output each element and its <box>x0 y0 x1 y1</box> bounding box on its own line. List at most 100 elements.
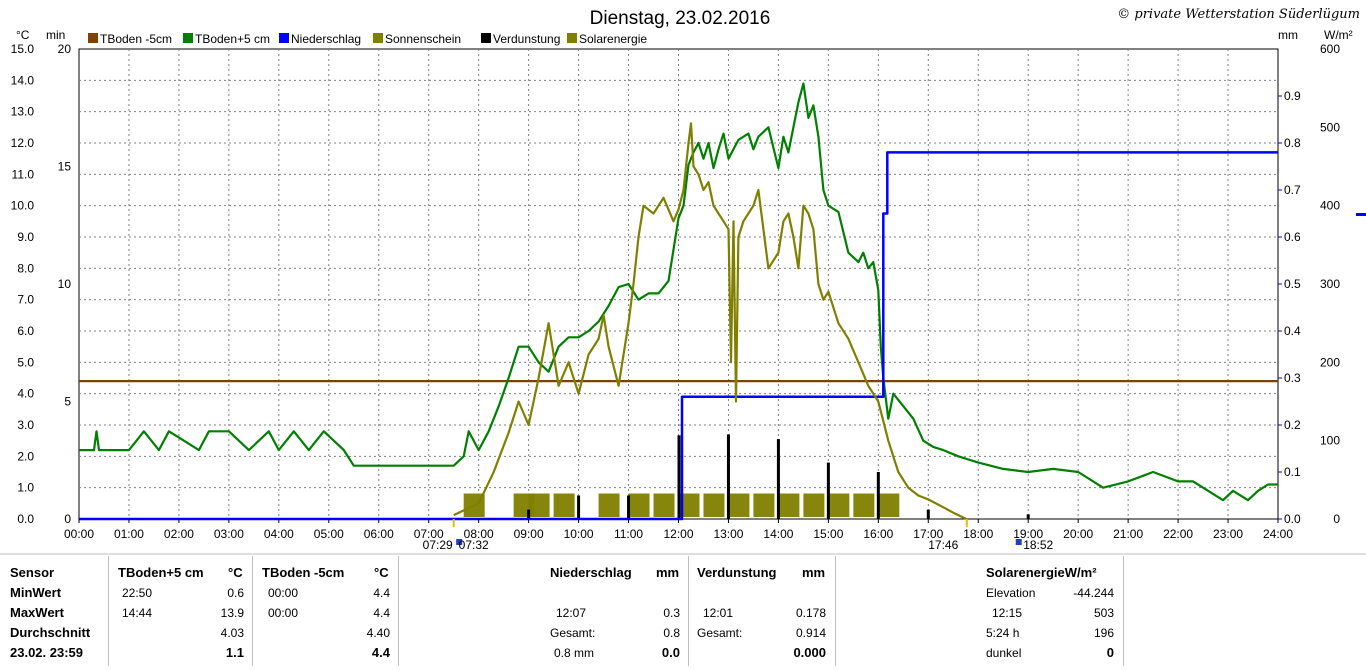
sunshine-bar-6 <box>653 493 675 517</box>
y-temp-tick-15: 15.0 <box>11 42 35 56</box>
weather-chart: 00:00 01:00 02:00 03:00 04:00 05:00 06:00 07:00… <box>0 7 1366 555</box>
evaporation-bar-0 <box>527 509 531 519</box>
sunshine-bar-13 <box>828 493 850 517</box>
y-w-tick-4: 400 <box>1320 199 1340 213</box>
sunshine-bar-14 <box>853 493 875 517</box>
x-tick-label-6: 06:00 <box>364 527 394 541</box>
stats-solar-head: SolarenergieW/m² <box>986 565 1097 580</box>
y-temp-tick-11: 11.0 <box>12 167 35 181</box>
legend-swatch-4 <box>481 33 491 43</box>
stats-verd-unit: mm <box>802 565 826 580</box>
stats-solar-current-value: 0 <box>1106 645 1114 660</box>
y-min-tick-0: 0 <box>64 512 71 526</box>
stats-tbm5-avg-value: 4.40 <box>366 626 390 640</box>
legend-label-4: Verdunstung <box>493 32 560 46</box>
stats-nied-current-value: 0.0 <box>661 645 680 660</box>
evaporation-bar-8 <box>926 509 930 519</box>
x-tick-label-19: 19:00 <box>1013 527 1043 541</box>
legend-swatch-0 <box>88 33 98 43</box>
x-tick-label-23: 23:00 <box>1213 527 1243 541</box>
stats-solar-max-time: 12:15 <box>992 606 1023 620</box>
y-w-tick-1: 100 <box>1320 434 1340 448</box>
stats-solar-duration: 5:24 h <box>986 626 1020 640</box>
y-temp-tick-12: 12.0 <box>11 136 35 150</box>
station-credit: © private Wetterstation Süderlügum <box>1117 7 1360 22</box>
sunshine-bar-7 <box>678 493 700 517</box>
evaporation-bar-3 <box>677 435 681 519</box>
unit-min-label: min <box>46 28 65 42</box>
x-tick-label-17: 17:00 <box>913 527 943 541</box>
stats-nied-head: Niederschlag <box>550 565 632 580</box>
y-mm-tick-5: 0.5 <box>1284 277 1301 291</box>
stats-solar-dark-label: dunkel <box>986 646 1022 660</box>
sunrise-icon <box>456 539 463 545</box>
y-mm-tick-4: 0.4 <box>1284 324 1301 338</box>
stats-tb5-unit: °C <box>228 565 243 580</box>
stats-tb5-max-time: 14:44 <box>122 606 153 620</box>
y-mm-tick-7: 0.7 <box>1284 183 1301 197</box>
legend-label-1: TBoden+5 cm <box>195 32 270 46</box>
x-tick-label-24: 24:00 <box>1263 527 1293 541</box>
legend-swatch-2 <box>279 33 289 43</box>
stats-verd-head: Verdunstung <box>697 565 777 580</box>
x-tick-label-10: 10:00 <box>564 527 594 541</box>
stats-tbm5-min-value: 4.4 <box>373 586 390 600</box>
y-mm-tick-8: 0.8 <box>1284 136 1301 150</box>
y-temp-tick-14: 14.0 <box>11 73 35 87</box>
x-tick-label-16: 16:00 <box>863 527 893 541</box>
stats-tbm5-unit: °C <box>374 565 389 580</box>
y-w-tick-5: 500 <box>1320 120 1340 134</box>
y-mm-tick-9: 0.9 <box>1284 89 1301 103</box>
chart-labels: 00:00 01:00 02:00 03:00 04:00 05:00 06:00 07:00… <box>11 7 1360 552</box>
stats-tbm5-head: TBoden -5cm <box>262 565 345 580</box>
stats-sensor-label: Sensor <box>10 565 55 580</box>
x-tick-label-12: 12:00 <box>663 527 693 541</box>
sunrise-time-a: 07:29 <box>423 538 453 552</box>
y-min-tick-4: 20 <box>58 42 72 56</box>
x-tick-label-18: 18:00 <box>963 527 993 541</box>
legend-swatch-3 <box>373 33 383 43</box>
y-mm-tick-3: 0.3 <box>1284 371 1301 385</box>
stats-verd-total-value: 0.914 <box>795 626 826 640</box>
legend-label-5: Solarenergie <box>579 32 647 46</box>
evaporation-bar-7 <box>876 472 880 519</box>
y-temp-tick-8: 8.0 <box>17 261 34 275</box>
y-w-tick-2: 200 <box>1320 355 1340 369</box>
stats-row-current: 23.02. 23:59 <box>10 645 84 660</box>
y-w-tick-6: 600 <box>1320 42 1340 56</box>
legend-swatch-5 <box>567 33 577 43</box>
x-tick-label-2: 02:00 <box>164 527 194 541</box>
legend-label-3: Sonnenschein <box>385 32 461 46</box>
stats-table: Sensor MinWert MaxWert Durchschnitt 23.0… <box>0 556 1366 670</box>
sunset-marker <box>965 519 968 527</box>
y-temp-tick-0: 0.0 <box>17 512 34 526</box>
y-mm-tick-1: 0.1 <box>1284 465 1301 479</box>
y-temp-tick-9: 9.0 <box>17 230 34 244</box>
x-tick-label-22: 22:00 <box>1163 527 1193 541</box>
stats-nied-current-label: 0.8 mm <box>554 646 595 660</box>
legend-swatch-1 <box>183 33 193 43</box>
y-min-tick-3: 15 <box>58 160 72 174</box>
evaporation-bar-6 <box>826 462 830 519</box>
right-edge-marker <box>1356 213 1366 216</box>
y-temp-tick-3: 3.0 <box>17 418 34 432</box>
stats-verd-current-value: 0.000 <box>793 645 826 660</box>
moon-icon <box>1015 539 1022 545</box>
sunshine-bar-11 <box>778 493 800 517</box>
sunshine-bar-10 <box>753 493 775 517</box>
sunset-time-a: 17:46 <box>928 538 958 552</box>
stats-nied-total-value: 0.8 <box>663 626 680 640</box>
sunshine-bar-4 <box>598 493 620 517</box>
sunshine-bar-9 <box>728 493 750 517</box>
x-tick-label-1: 01:00 <box>114 527 144 541</box>
stats-solar-elev-label: Elevation <box>986 586 1036 600</box>
y-temp-tick-5: 5.0 <box>17 355 34 369</box>
stats-solar-max-value: 503 <box>1093 606 1114 620</box>
chart-marks <box>79 82 1278 521</box>
stats-row-avg: Durchschnitt <box>10 625 91 640</box>
unit-mm-label: mm <box>1278 28 1298 42</box>
x-tick-label-4: 04:00 <box>264 527 294 541</box>
sunshine-bar-5 <box>628 493 650 517</box>
stats-verd-max-time: 12:01 <box>703 606 734 620</box>
unit-w-label: W/m² <box>1324 28 1353 42</box>
